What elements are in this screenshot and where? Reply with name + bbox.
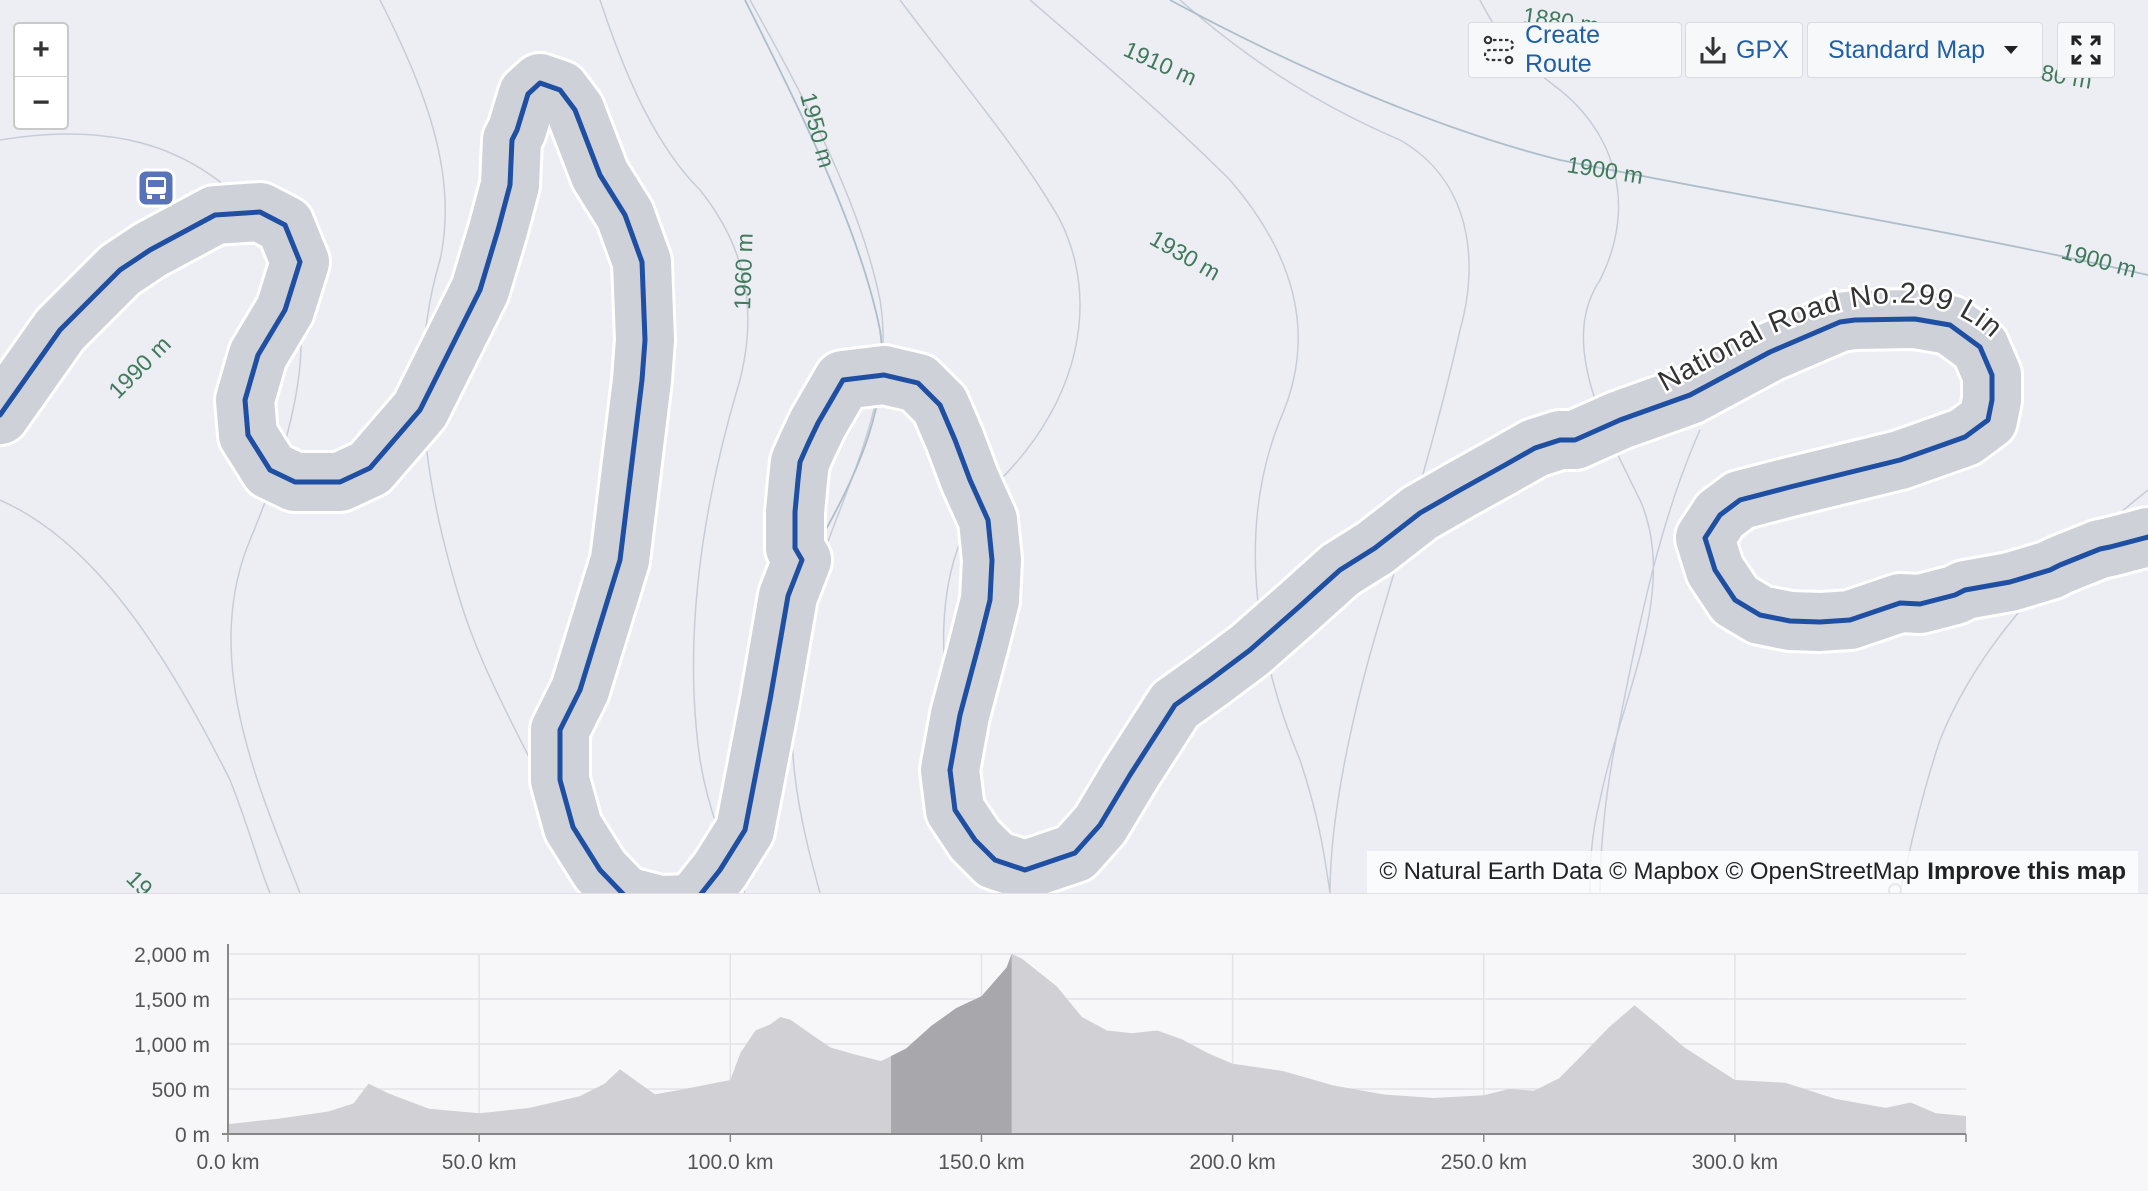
chart-axes — [222, 944, 1967, 1142]
contour-line — [0, 499, 271, 893]
contour-label: 1950 m — [795, 90, 840, 171]
x-tick-label: 200.0 km — [1189, 1151, 1275, 1174]
contour-lines — [0, 0, 2148, 893]
bus-stop-icon[interactable] — [136, 168, 176, 208]
contour-label: 1990 m — [103, 331, 176, 404]
x-tick-label: 0.0 km — [196, 1151, 259, 1174]
route-icon — [1483, 35, 1515, 65]
contour-line — [1479, 0, 1655, 893]
caret-down-icon — [2004, 46, 2019, 54]
contour-line — [0, 133, 302, 893]
x-tick-label: 300.0 km — [1692, 1151, 1778, 1174]
map-view[interactable]: 1880 m 1910 m 1950 m 1900 m 1930 m 1900 … — [0, 0, 2148, 893]
x-tick-label: 150.0 km — [938, 1151, 1024, 1174]
contour-label: 1930 m — [1146, 225, 1225, 286]
contour-line — [1029, 0, 1331, 893]
contour-line — [1179, 0, 1470, 893]
stream-line — [1169, 0, 2148, 276]
y-tick-label: 1,000 m — [134, 1034, 210, 1057]
improve-map-link[interactable]: Improve this map — [1927, 858, 2126, 885]
contour-line — [749, 0, 884, 893]
fullscreen-button[interactable] — [2057, 22, 2115, 78]
y-tick-label: 0 m — [175, 1124, 210, 1147]
zoom-out-button[interactable]: − — [15, 76, 67, 128]
y-tick-label: 1,500 m — [134, 989, 210, 1012]
contour-label: 19 — [121, 865, 157, 893]
download-icon — [1700, 37, 1726, 64]
y-tick-label: 500 m — [152, 1079, 210, 1102]
zoom-in-button[interactable]: + — [32, 33, 50, 66]
attribution-text: © Natural Earth Data © Mapbox © OpenStre… — [1379, 858, 1920, 885]
gpx-label: GPX — [1736, 35, 1789, 64]
gpx-download-button[interactable]: GPX — [1685, 22, 1803, 78]
map-canvas[interactable]: 1880 m 1910 m 1950 m 1900 m 1930 m 1900 … — [0, 0, 2148, 893]
map-attribution: © Natural Earth Data © Mapbox © OpenStre… — [1367, 851, 2138, 893]
elevation-chart[interactable]: 2,000 m 1,500 m 1,000 m 500 m 0 m 0.0 km 50.0… — [0, 894, 2148, 1191]
contour-label: 1900 m — [2059, 238, 2140, 283]
y-tick-labels: 2,000 m 1,500 m 1,000 m 500 m 0 m — [134, 944, 210, 1147]
elevation-profile[interactable]: 2,000 m 1,500 m 1,000 m 500 m 0 m 0.0 km 50.0… — [0, 893, 2148, 1191]
contour-label: 1960 m — [729, 233, 758, 311]
route-line — [0, 80, 2148, 893]
create-route-label: Create Route — [1525, 21, 1601, 78]
contour-label: 1910 m — [1120, 36, 1201, 91]
x-tick-labels: 0.0 km 50.0 km 100.0 km 150.0 km 200.0 km 250… — [196, 1151, 1778, 1174]
zoom-control: + − — [13, 22, 69, 130]
contour-line — [599, 0, 749, 893]
create-route-button[interactable]: Create Route — [1468, 21, 1682, 78]
road — [0, 51, 2148, 893]
x-tick-label: 100.0 km — [687, 1151, 773, 1174]
fullscreen-icon — [2071, 35, 2101, 65]
map-style-dropdown[interactable]: Standard Map — [1807, 22, 2043, 78]
elevation-area — [228, 954, 1966, 1134]
contour-line — [1599, 429, 1701, 893]
y-tick-label: 2,000 m — [134, 944, 210, 967]
map-style-label: Standard Map — [1828, 35, 1986, 64]
highlighted-segment — [891, 954, 1012, 1134]
x-tick-label: 250.0 km — [1441, 1151, 1527, 1174]
chart-area — [228, 954, 1966, 1134]
contour-label: 1900 m — [1565, 151, 1645, 189]
x-tick-label: 50.0 km — [442, 1151, 517, 1174]
road-casing — [0, 54, 2148, 893]
